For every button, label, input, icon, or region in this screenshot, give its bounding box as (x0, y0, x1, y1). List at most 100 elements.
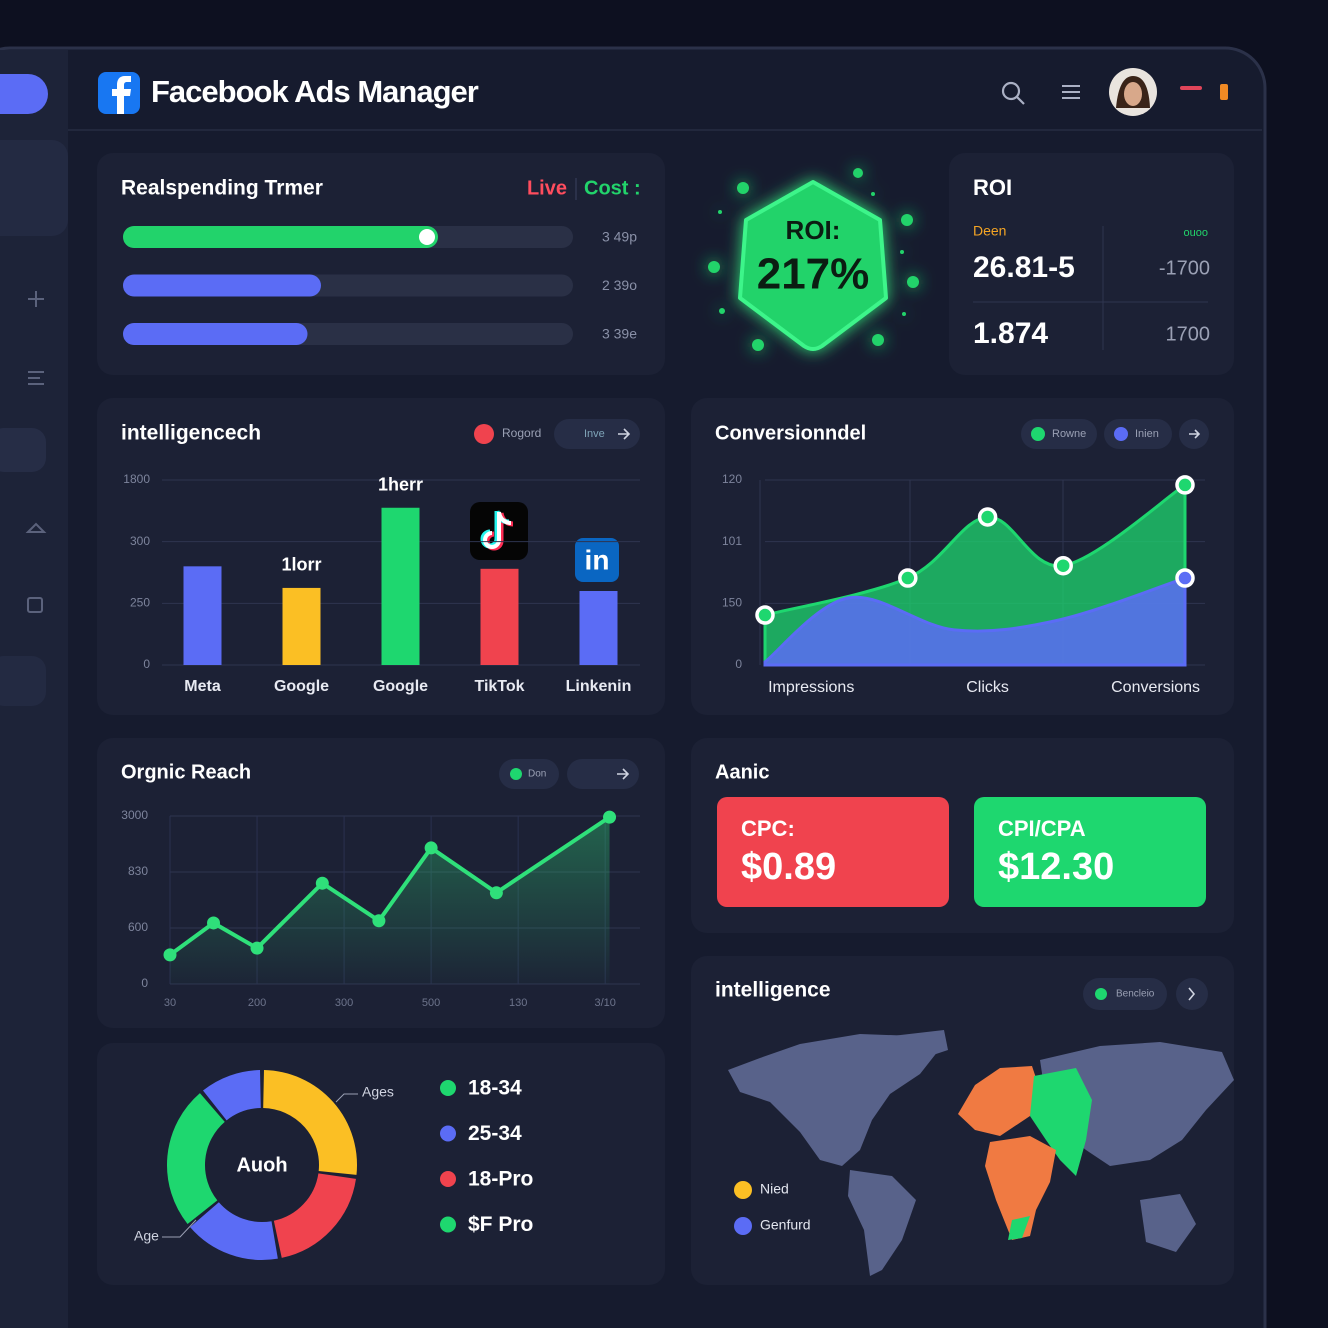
legend-dot (1095, 988, 1107, 1000)
next-button[interactable] (567, 759, 639, 789)
leader-line (335, 1093, 358, 1103)
donut-segment (273, 1172, 356, 1258)
column-label: Deen (973, 223, 1006, 239)
legend-button[interactable] (1104, 419, 1172, 449)
card-title: Realspending Trmer (121, 177, 323, 200)
next-button[interactable] (1176, 978, 1208, 1010)
marker (207, 916, 221, 930)
metric-label: CPI/CPA (998, 816, 1086, 841)
sidebar-tile (0, 140, 68, 236)
legend-button[interactable] (1021, 419, 1097, 449)
donut-segment (167, 1093, 226, 1225)
roi-value: -1700 (1159, 257, 1210, 279)
metric-card (974, 797, 1206, 907)
region (1030, 1068, 1092, 1176)
legend-dot (1031, 427, 1045, 441)
card-title: Conversionndel (715, 422, 866, 444)
button-label: Bencleio (1116, 989, 1155, 1000)
filter-button[interactable] (499, 759, 559, 789)
arrow (617, 768, 630, 780)
card-title: intelligencech (121, 422, 261, 445)
y-tick-label: 250 (130, 596, 150, 610)
roi-value: 26.81-5 (973, 251, 1075, 284)
card-title: Aanic (715, 761, 769, 783)
legend-label: Rogord (502, 426, 541, 440)
annotation: 1lorr (281, 555, 321, 575)
y-tick-label: 120 (722, 472, 742, 486)
menu-icon[interactable] (1062, 85, 1080, 99)
marker (424, 841, 438, 855)
status-mark (1180, 86, 1202, 90)
column-label: ouoo (1184, 227, 1208, 239)
y-tick-label: 150 (722, 596, 742, 610)
sidebar-icon[interactable] (25, 522, 47, 533)
sidebar-icon[interactable] (0, 428, 46, 472)
marker (250, 941, 264, 955)
progress-value: 2 39o (602, 277, 637, 293)
progress-knob (419, 229, 435, 245)
legend-dot (440, 1216, 456, 1233)
arrow (1188, 987, 1196, 1001)
roi-dots (708, 168, 919, 351)
x-tick-label: 200 (248, 997, 266, 1009)
sidebar-icon[interactable] (0, 656, 46, 706)
y-tick-label: 3000 (121, 808, 148, 822)
x-tick-label: 30 (164, 997, 176, 1009)
legend-dot (510, 768, 522, 780)
progress-value: 3 49p (602, 229, 637, 245)
x-tick-label: Google (373, 678, 428, 695)
card (97, 153, 665, 375)
region (985, 1136, 1056, 1240)
app-title: Facebook Ads Manager (151, 74, 479, 109)
search-icon-handle (1016, 96, 1025, 105)
progress-value: 3 39e (602, 326, 637, 342)
x-tick-label: TikTok (474, 678, 524, 695)
legend-dot (1114, 427, 1128, 441)
legend-label: 25-34 (468, 1122, 522, 1145)
filter-button[interactable] (554, 419, 640, 449)
legend-label: Rowne (1052, 428, 1086, 440)
marker (755, 605, 775, 625)
search-icon[interactable] (1001, 81, 1021, 101)
x-tick-label: Impressions (768, 679, 854, 696)
donut-center: Auoh (236, 1154, 287, 1176)
legend-label: 18-34 (468, 1077, 522, 1100)
avatar-face (1124, 82, 1142, 106)
facebook-f (112, 76, 131, 114)
progress-bar (123, 226, 438, 248)
legend-label: $F Pro (468, 1213, 533, 1236)
x-tick-label: Conversions (1111, 679, 1200, 696)
metric-value: $0.89 (741, 846, 836, 888)
bar (183, 566, 222, 665)
sidebar-active[interactable] (0, 74, 48, 114)
roi-value: 1.874 (973, 317, 1048, 350)
roi-badge-label: ROI: (786, 215, 841, 245)
filter-button[interactable] (1083, 978, 1167, 1010)
annotation: 1herr (378, 475, 423, 495)
marker (372, 914, 386, 928)
x-tick-label: 130 (509, 997, 527, 1009)
donut-segment (190, 1201, 278, 1260)
legend-label: 18-Pro (468, 1168, 533, 1191)
x-tick-label: 500 (422, 997, 440, 1009)
marker (977, 507, 998, 527)
marker (163, 948, 177, 962)
sidebar-icon[interactable] (28, 371, 44, 385)
marker (489, 886, 503, 900)
marker (1175, 475, 1195, 495)
sidebar-icon[interactable] (27, 597, 43, 613)
area-fill (170, 817, 610, 984)
roi-hexagon (738, 180, 888, 351)
bar (381, 507, 420, 665)
linkedin-icon (575, 538, 619, 582)
marker (1175, 568, 1195, 588)
x-tick-label: Linkenin (566, 678, 632, 695)
y-tick-label: 0 (735, 657, 742, 671)
sidebar-icon[interactable] (28, 291, 44, 307)
donut-segment (202, 1070, 262, 1121)
marker (898, 568, 918, 588)
donut-segment (262, 1070, 357, 1175)
card (949, 153, 1234, 375)
continent (1040, 1042, 1234, 1166)
